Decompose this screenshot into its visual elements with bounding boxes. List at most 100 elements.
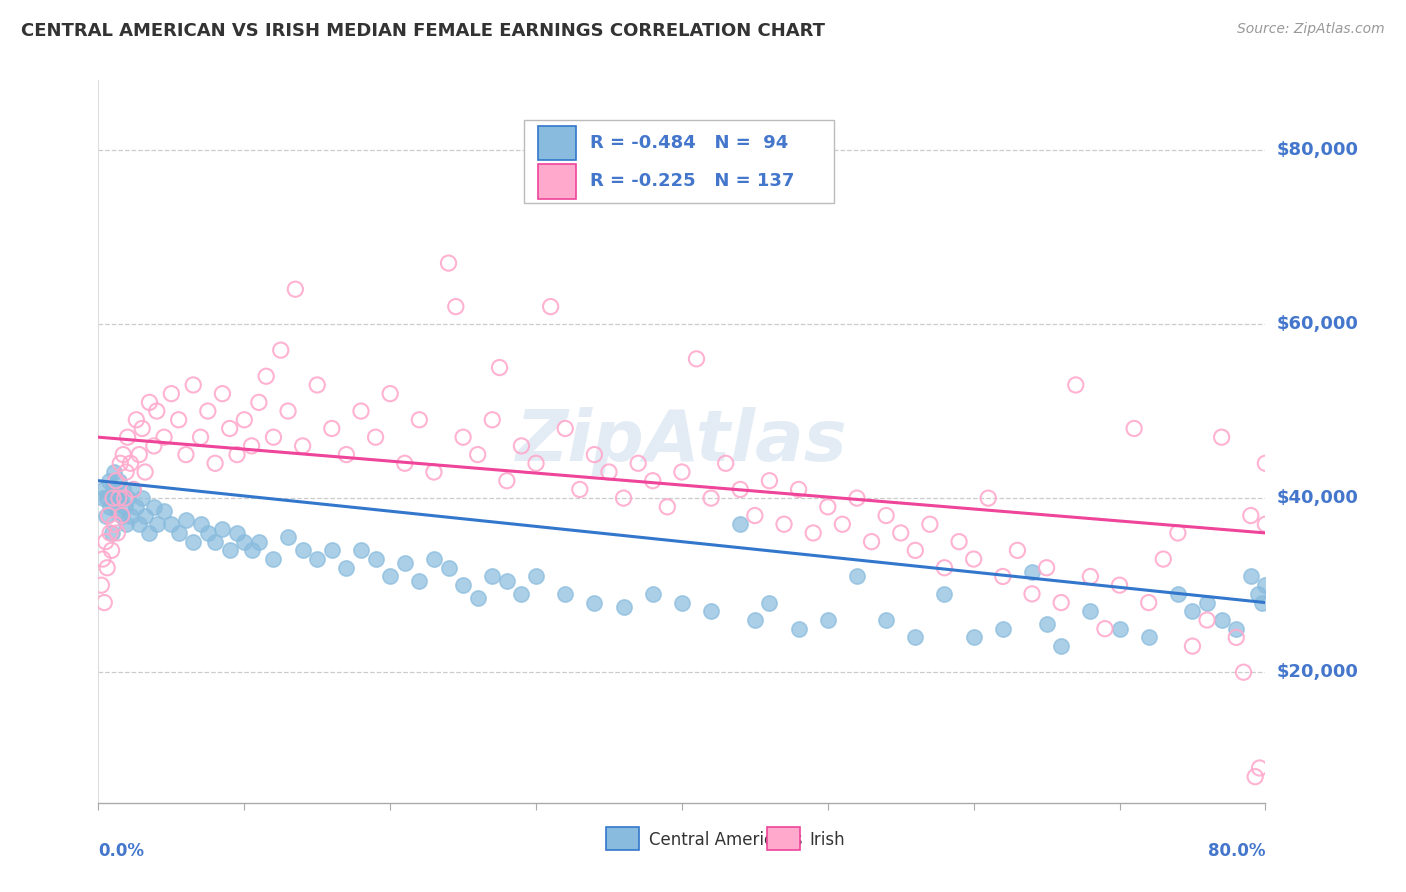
Point: [444, 300, 467, 314]
Point: [146, 404, 169, 418]
Point: [1211, 613, 1233, 627]
Point: [350, 404, 373, 418]
Point: [613, 491, 636, 505]
Text: Central Americans: Central Americans: [650, 831, 803, 849]
Point: [114, 491, 136, 505]
Point: [380, 386, 402, 401]
Point: [1050, 596, 1073, 610]
Point: [962, 552, 984, 566]
Text: CENTRAL AMERICAN VS IRISH MEDIAN FEMALE EARNINGS CORRELATION CHART: CENTRAL AMERICAN VS IRISH MEDIAN FEMALE …: [21, 22, 825, 40]
Point: [112, 448, 135, 462]
Point: [714, 456, 737, 470]
Point: [1050, 639, 1073, 653]
Point: [671, 596, 693, 610]
Point: [423, 465, 446, 479]
Point: [1108, 622, 1130, 636]
Point: [1137, 631, 1160, 645]
Point: [451, 578, 474, 592]
Point: [1240, 569, 1263, 583]
Point: [991, 569, 1014, 583]
Point: [98, 525, 121, 540]
Point: [1152, 552, 1174, 566]
Point: [394, 456, 416, 470]
Point: [122, 483, 145, 497]
Point: [890, 525, 912, 540]
Point: [204, 456, 226, 470]
Text: $60,000: $60,000: [1277, 315, 1358, 333]
Point: [91, 552, 114, 566]
Point: [174, 448, 197, 462]
Text: Irish: Irish: [808, 831, 845, 849]
Point: [134, 508, 156, 523]
Point: [364, 552, 387, 566]
Point: [904, 631, 927, 645]
Point: [167, 525, 190, 540]
Point: [146, 517, 169, 532]
Point: [787, 483, 810, 497]
Point: [131, 491, 153, 505]
Point: [101, 491, 124, 505]
Point: [641, 474, 664, 488]
Point: [103, 465, 125, 479]
Point: [100, 543, 122, 558]
Point: [817, 500, 839, 514]
Point: [467, 591, 489, 606]
Point: [1254, 517, 1277, 532]
Point: [1094, 622, 1116, 636]
Text: R = -0.225   N = 137: R = -0.225 N = 137: [589, 172, 794, 190]
Point: [758, 474, 780, 488]
Point: [496, 574, 519, 588]
Point: [437, 256, 460, 270]
Point: [554, 421, 576, 435]
Point: [758, 596, 780, 610]
Point: [128, 448, 150, 462]
Point: [100, 525, 122, 540]
Point: [1007, 543, 1029, 558]
Point: [97, 474, 120, 488]
Point: [115, 517, 138, 532]
Point: [125, 500, 148, 514]
Point: [142, 439, 165, 453]
Point: [1167, 587, 1189, 601]
Point: [977, 491, 1000, 505]
Point: [153, 430, 176, 444]
Point: [93, 596, 115, 610]
Point: [524, 569, 547, 583]
Point: [96, 491, 118, 505]
Point: [700, 604, 723, 618]
Point: [131, 421, 153, 435]
Point: [1254, 456, 1277, 470]
Point: [94, 534, 117, 549]
Point: [641, 587, 664, 601]
Point: [554, 587, 576, 601]
Point: [875, 508, 897, 523]
Point: [380, 569, 402, 583]
Point: [226, 525, 249, 540]
Point: [142, 500, 165, 514]
Point: [860, 534, 883, 549]
Point: [1021, 565, 1043, 579]
Point: [233, 534, 256, 549]
Point: [93, 483, 115, 497]
Point: [744, 508, 766, 523]
Point: [524, 456, 547, 470]
Point: [1247, 587, 1270, 601]
Point: [277, 404, 299, 418]
Point: [1108, 578, 1130, 592]
Point: [1249, 761, 1271, 775]
Point: [846, 569, 869, 583]
Point: [1064, 378, 1087, 392]
Point: [247, 395, 270, 409]
Point: [730, 517, 752, 532]
Point: [160, 517, 183, 532]
Point: [240, 439, 263, 453]
Point: [263, 552, 285, 566]
Point: [284, 282, 307, 296]
Point: [918, 517, 941, 532]
Point: [568, 483, 591, 497]
Point: [948, 534, 970, 549]
Point: [510, 587, 533, 601]
Point: [1232, 665, 1254, 680]
Point: [846, 491, 869, 505]
Point: [291, 543, 314, 558]
